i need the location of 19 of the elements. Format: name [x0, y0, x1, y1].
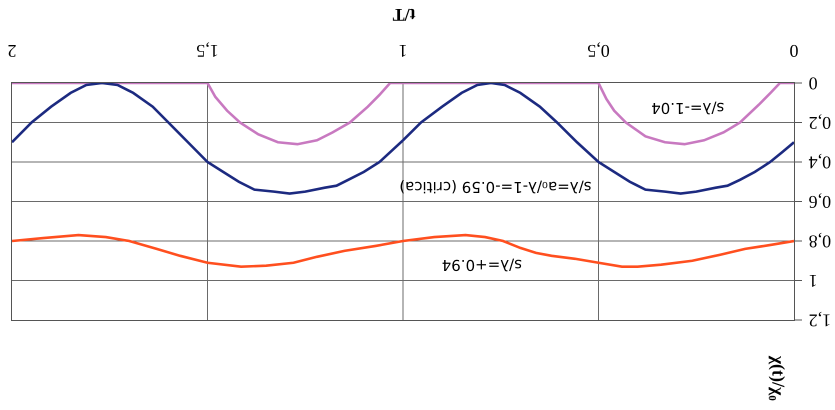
annotation: s/λ=-1.04 — [651, 98, 724, 117]
x-tick-label: 2 — [8, 40, 16, 61]
y-tick-label: 0,8 — [808, 231, 832, 252]
y-tick-label: 0,4 — [808, 152, 832, 172]
annotation: s/λ=a₀/λ-1=-0.59 (critica) — [399, 178, 592, 196]
line-series — [12, 83, 794, 146]
y-tick-label: 1 — [808, 270, 818, 291]
x-tick-label: 0,5 — [587, 40, 610, 61]
annotation: s/λ=+0.94 — [442, 256, 522, 274]
x-tick-label: 0 — [790, 40, 798, 61]
y-tick-label: 0,2 — [808, 112, 832, 133]
y-tick-label: 0 — [808, 73, 818, 94]
y-tick-label: 1,2 — [808, 310, 832, 330]
y-axis-title: χ(t)/χ₀ — [768, 354, 788, 401]
x-tick-label: 1 — [398, 40, 408, 61]
y-tick-label: 0,6 — [808, 192, 832, 212]
line-series — [12, 83, 794, 195]
x-axis-title: t/T — [392, 4, 416, 25]
x-tick-label: 1,5 — [196, 40, 219, 61]
